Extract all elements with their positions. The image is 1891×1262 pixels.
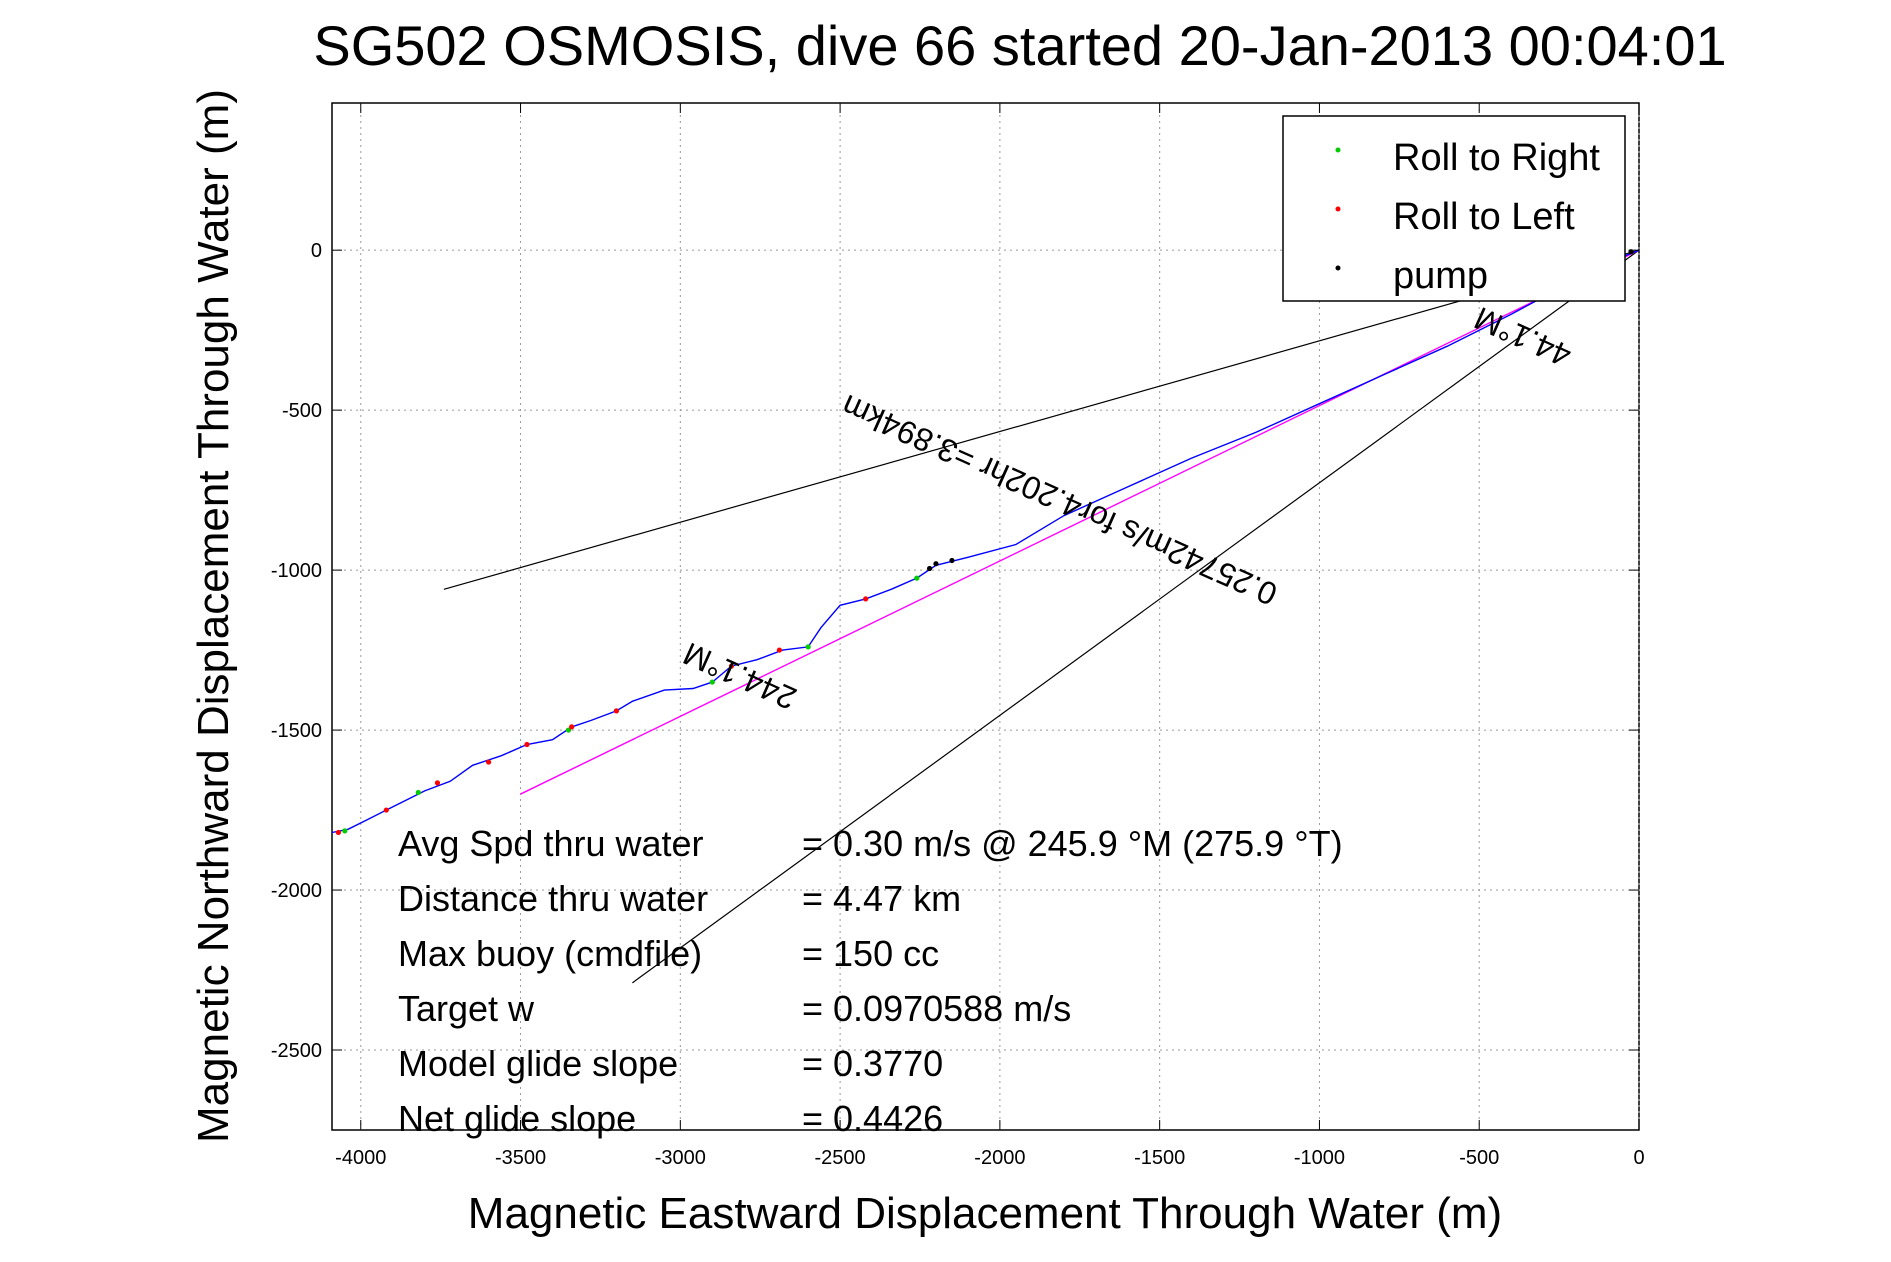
pump-point [926,565,933,572]
stat-value-avg-speed: = 0.30 m/s @ 245.9 °M (275.9 °T) [802,823,1343,864]
stat-value-model-glide: = 0.3770 [802,1043,943,1084]
stat-label-avg-speed: Avg Spd thru water [398,823,704,864]
x-tick-label: 0 [1633,1147,1644,1169]
y-tick-label: -500 [282,400,322,422]
stat-value-distance: = 4.47 km [802,878,961,919]
stat-value-max-buoy: = 150 cc [802,933,939,974]
legend: Roll to Right Roll to Left pump [1282,115,1626,302]
roll-right-point [342,828,348,834]
pump-point [949,557,955,564]
roll-left-point [383,807,389,813]
stat-label-model-glide: Model glide slope [398,1043,678,1084]
legend-label-pump: pump [1393,255,1488,297]
roll-left-point [485,759,492,765]
grid [332,103,1640,1130]
y-axis-label: Magnetic Northward Displacement Through … [189,89,238,1143]
roll-left-point [434,780,441,786]
roll-right-point [914,575,920,581]
legend-marker-pump [1335,265,1341,271]
x-tick-label: -3000 [655,1147,706,1169]
stat-value-net-glide: = 0.4426 [802,1098,943,1139]
x-tick-label: -1500 [1134,1147,1185,1169]
markers [335,249,1634,836]
roll-left-point [863,596,869,602]
legend-label-roll-right: Roll to Right [1393,137,1600,179]
roll-left-point [728,663,735,669]
reference-line [632,249,1640,984]
stats-block: Avg Spd thru water = 0.30 m/s @ 245.9 °M… [398,823,1343,1139]
y-tick-label: -1000 [271,560,322,582]
x-tick-label: -500 [1459,1147,1499,1169]
stat-label-net-glide: Net glide slope [398,1098,636,1139]
roll-right-point [709,679,715,685]
y-tick-label: 0 [311,240,322,262]
roll-right-point [415,789,421,796]
current-vector-line [520,249,1640,795]
pump-point [933,561,939,567]
y-tick-label: -1500 [271,720,322,742]
stat-value-target-w: = 0.0970588 m/s [802,988,1071,1029]
roll-left-point [524,741,530,748]
reference-line [443,249,1640,590]
chart-title: SG502 OSMOSIS, dive 66 started 20-Jan-20… [313,14,1726,77]
x-tick-label: -2000 [974,1147,1025,1169]
reference-lines [443,249,1640,984]
x-tick-label: -2500 [815,1147,866,1169]
stat-label-distance: Distance thru water [398,878,708,919]
x-tick-label: -4000 [335,1147,386,1169]
x-tick-label: -3500 [495,1147,546,1169]
stat-label-max-buoy: Max buoy (cmdfile) [398,933,702,974]
ticks: -4000 -3500 -3000 -2500 -2000 -1500 -1000 -500 0… [271,103,1645,1169]
x-axis-label: Magnetic Eastward Displacement Through W… [468,1189,1502,1238]
y-tick-label: -2000 [271,880,322,902]
roll-left-point [335,829,341,836]
legend-marker-roll-left [1335,206,1341,212]
roll-left-point [569,724,575,730]
y-tick-label: -2500 [271,1040,322,1062]
stat-label-target-w: Target w [398,988,535,1029]
roll-left-point [613,708,620,714]
roll-right-point [565,727,572,733]
legend-marker-roll-right [1335,147,1341,153]
current-vector [520,249,1640,795]
roll-right-point [805,644,811,650]
x-tick-label: -1000 [1294,1147,1345,1169]
roll-left-point [776,647,782,653]
legend-label-roll-left: Roll to Left [1393,196,1575,238]
